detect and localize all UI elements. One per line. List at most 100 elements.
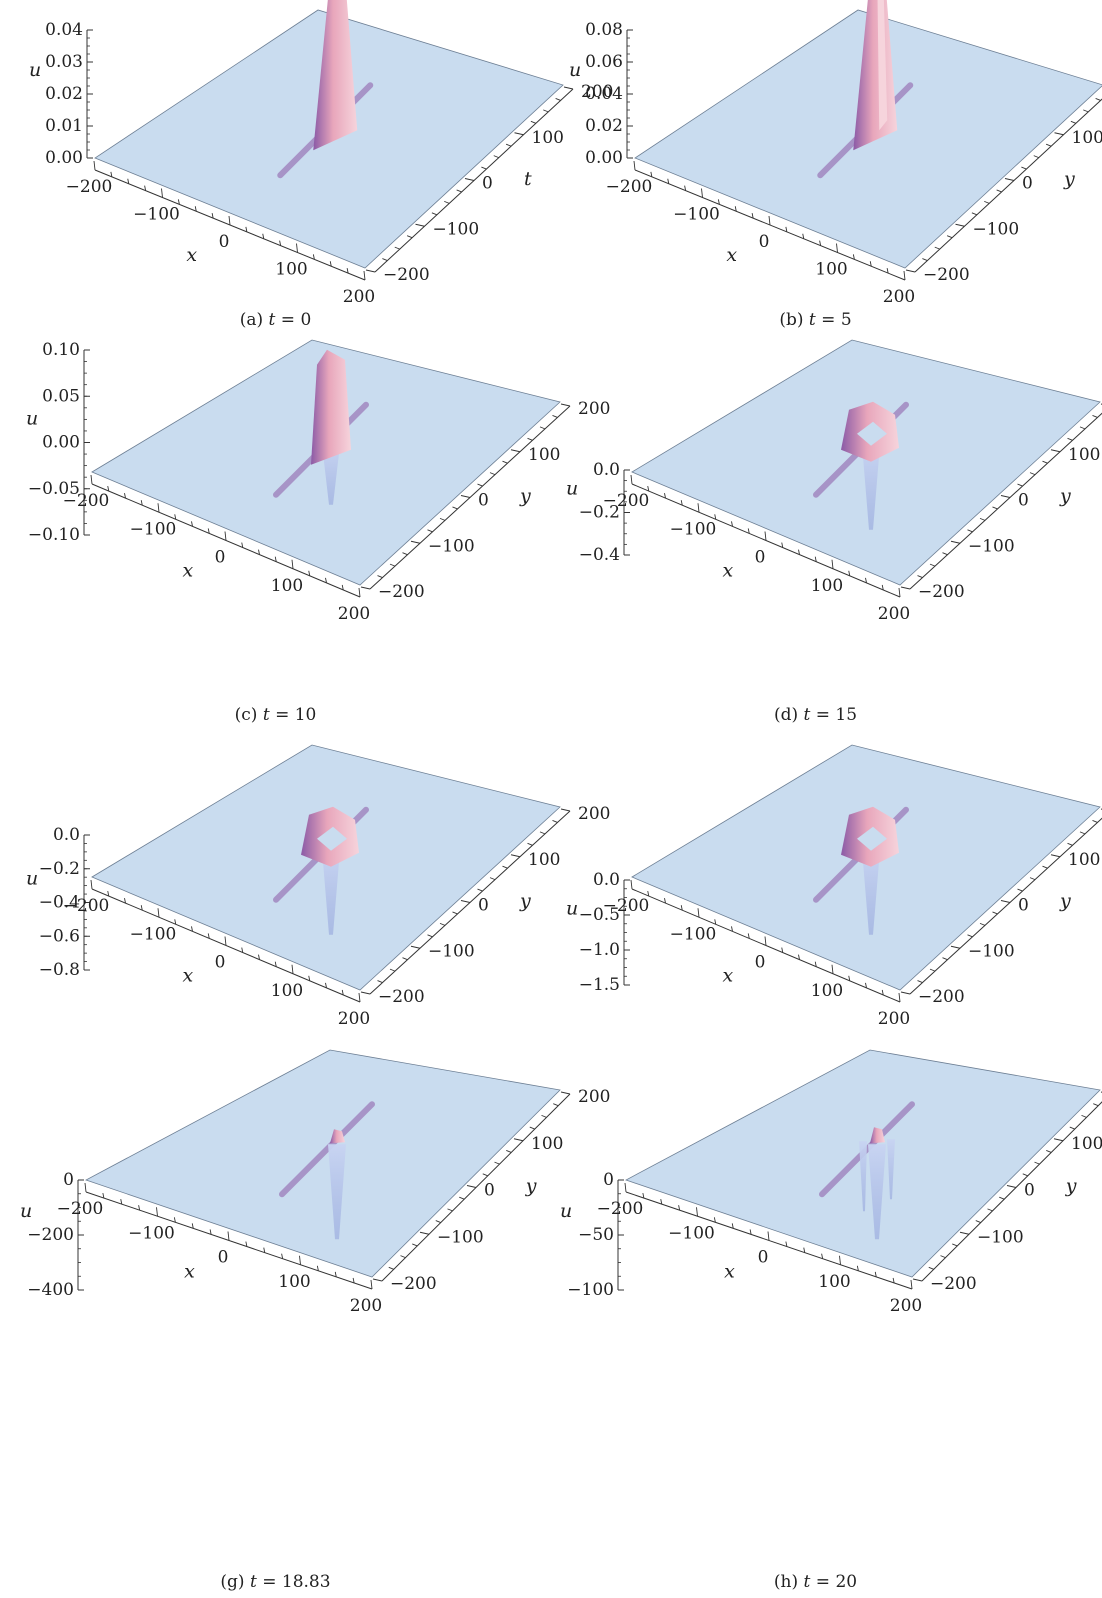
- y-tick-mark: [489, 877, 496, 881]
- x-tick-mark: [191, 521, 193, 527]
- y-tick-mark: [553, 1103, 559, 1107]
- x-tick-mark: [892, 1277, 895, 1284]
- y-tick-mark: [560, 403, 571, 407]
- u-axis-label: u: [569, 59, 581, 81]
- x-tick-mark: [279, 240, 282, 246]
- y-tick-mark: [560, 808, 571, 812]
- x-tick-mark: [191, 1223, 194, 1229]
- y-tick-mark: [1045, 143, 1052, 147]
- y-tick-label: 200: [578, 1087, 610, 1107]
- x-tick-label: 0: [755, 953, 766, 973]
- x-tick-mark: [714, 919, 717, 925]
- y-tick-label: 0: [482, 174, 493, 194]
- x-tick-mark: [664, 493, 666, 499]
- x-tick-mark: [886, 268, 889, 274]
- y-tick-mark: [950, 945, 961, 949]
- y-tick-label: 100: [528, 850, 560, 870]
- y-tick-label: 100: [528, 445, 560, 465]
- y-axis-label: t: [524, 168, 532, 190]
- x-tick-mark: [245, 1241, 248, 1247]
- x-tick-label: 200: [883, 287, 915, 307]
- y-axis-label: y: [1059, 890, 1071, 912]
- x-tick-label: 100: [815, 260, 847, 280]
- u-tick-label: −0.2: [39, 859, 80, 879]
- y-tick-label: 200: [581, 82, 613, 102]
- x-tick-mark: [157, 908, 160, 918]
- caption-equals: =: [810, 705, 836, 725]
- y-tick-mark: [400, 1255, 406, 1259]
- x-tick-label: −100: [130, 924, 177, 944]
- x-tick-label: 0: [215, 548, 226, 568]
- x-tick-mark: [102, 1192, 105, 1199]
- caption-equals: =: [810, 1572, 836, 1592]
- y-tick-mark: [987, 1208, 993, 1212]
- surface-plot: 0.10 0.05 0.00 −0.05 −0.10 u −200 −100 0 100 200 x 2…: [26, 339, 610, 624]
- x-tick-mark: [138, 1205, 141, 1211]
- y-tick-mark: [529, 1126, 535, 1130]
- y-tick-label: 0: [1018, 896, 1029, 916]
- y-tick-mark: [1081, 1114, 1087, 1118]
- surface-plot: 0.0 −0.2 −0.4 −0.6 −0.8 u −200 −100 0 100 200 x 200 1…: [26, 744, 610, 1029]
- y-tick-label: −200: [930, 1274, 977, 1294]
- x-tick-mark: [781, 542, 784, 548]
- x-tick-mark: [127, 178, 130, 184]
- y-tick-mark: [979, 517, 986, 521]
- x-tick-mark: [174, 919, 177, 925]
- x-tick-mark: [785, 1241, 788, 1247]
- y-tick-mark: [1029, 877, 1036, 881]
- u-tick-label: 0.02: [585, 116, 623, 136]
- x-tick-mark: [785, 226, 788, 232]
- x-axis-label: x: [183, 559, 194, 581]
- u-tick-label: −0.2: [579, 503, 620, 523]
- caption-label: (h): [773, 1572, 799, 1592]
- y-tick-mark: [543, 109, 549, 113]
- u-tick-label: −0.6: [39, 926, 80, 946]
- panel-caption: (g) t = 18.83: [0, 1572, 551, 1592]
- x-tick-label: 200: [338, 1009, 370, 1029]
- x-tick-mark: [697, 908, 700, 918]
- y-tick-mark: [900, 991, 911, 995]
- y-tick-label: 100: [1072, 128, 1102, 148]
- y-tick-mark: [1092, 415, 1098, 418]
- caption-variable: t: [803, 1572, 811, 1592]
- u-tick-label: 0.00: [45, 148, 83, 168]
- caption-time: 18.83: [281, 1572, 331, 1592]
- x-tick-label: −200: [597, 1199, 644, 1219]
- u-tick-label: 0.0: [593, 870, 620, 890]
- x-tick-mark: [680, 905, 683, 911]
- y-tick-mark: [934, 246, 940, 250]
- y-tick-label: −200: [378, 582, 425, 602]
- y-tick-mark: [459, 1196, 465, 1200]
- y-tick-mark: [494, 1161, 500, 1165]
- x-tick-mark: [836, 243, 838, 253]
- x-tick-mark: [647, 485, 650, 492]
- y-tick-mark: [1033, 155, 1039, 159]
- y-tick-mark: [1006, 1185, 1017, 1188]
- y-tick-mark: [1050, 449, 1061, 453]
- x-tick-mark: [831, 964, 834, 974]
- chart-panel: 0 −200 −400 u −200 −100 0 100 200 x 200 100 0 −100 −20…: [0, 1049, 610, 1460]
- y-tick-mark: [984, 200, 990, 204]
- y-tick-mark: [541, 1114, 547, 1118]
- x-tick-mark: [881, 989, 884, 996]
- x-tick-mark: [848, 570, 851, 576]
- x-tick-mark: [714, 514, 717, 520]
- chart-panel: 0 −50 −100 u −200 −100 0 100 200 x 200 100 0 −100 −200…: [540, 1049, 1102, 1460]
- u-tick-label: 0: [63, 1170, 74, 1190]
- x-tick-mark: [803, 1247, 806, 1253]
- y-tick-mark: [481, 166, 487, 170]
- x-tick-label: 100: [278, 1272, 310, 1292]
- y-tick-mark: [999, 1196, 1005, 1200]
- surface-plot: 0 −50 −100 u −200 −100 0 100 200 x 200 100 0 −100 −200…: [560, 1049, 1102, 1316]
- y-tick-mark: [493, 155, 499, 159]
- x-tick-mark: [684, 185, 687, 191]
- y-tick-mark: [1029, 472, 1036, 476]
- y-tick-mark: [1095, 98, 1101, 101]
- x-tick-mark: [696, 1207, 698, 1217]
- x-tick-mark: [358, 587, 361, 598]
- x-tick-mark: [241, 947, 244, 953]
- y-tick-mark: [922, 258, 928, 261]
- x-tick-mark: [329, 261, 332, 267]
- x-tick-mark: [124, 493, 126, 499]
- x-tick-label: −100: [670, 924, 717, 944]
